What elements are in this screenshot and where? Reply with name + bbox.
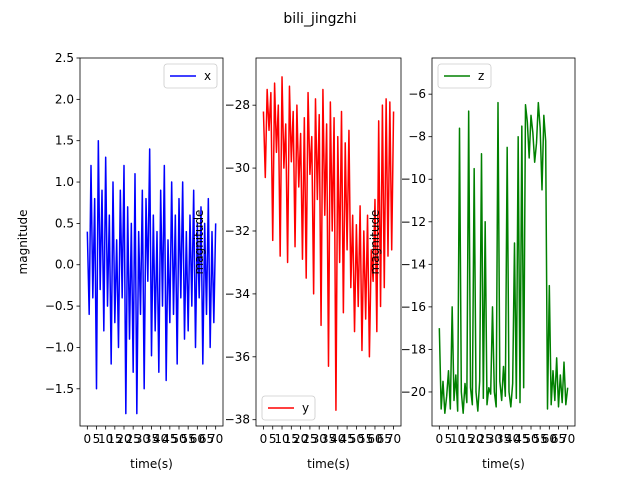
subplot-grid: 0 510152025303540455055606570−1.5−1.0−0.5… [16,51,576,471]
y-tick-label: −32 [225,224,250,238]
x-tick-label: 45 [162,432,177,446]
x-tick-label: 65 [199,432,214,446]
y-axis-label: magnitude [16,210,30,275]
legend-label-z: z [478,69,484,83]
x-tick-label: 55 [181,432,196,446]
legend-label-x: x [204,69,211,83]
x-tick-label: 25 [126,432,141,446]
x-tick-label: 65 [377,432,392,446]
y-tick-label: −6 [408,87,426,101]
x-tick-label: 40 [330,432,345,446]
x-tick-label: 70 [386,432,401,446]
y-tick-label: −28 [225,98,250,112]
x-axis-label: time(s) [482,457,525,471]
y-tick-label: −0.5 [45,299,74,313]
x-tick-label: 65 [551,432,566,446]
x-tick-label: 5 [445,432,453,446]
x-tick-label: 35 [144,432,159,446]
x-axis-label: time(s) [307,457,350,471]
y-tick-label: 2.0 [55,92,74,106]
legend: x [163,63,218,89]
x-tick-label: 25 [302,432,317,446]
x-tick-label: 20 [468,432,483,446]
legend: y [261,395,316,421]
x-tick-label: 50 [349,432,364,446]
x-tick-label: 5 [93,432,101,446]
x-tick-label: 30 [312,432,327,446]
x-tick-label: 15 [107,432,122,446]
x-tick-label: 10 [98,432,113,446]
figure-title: bili_jingzhi [283,11,356,27]
x-tick-label: 70 [208,432,223,446]
y-tick-label: −20 [401,385,426,399]
y-tick-label: −12 [401,215,426,229]
x-tick-label: 60 [190,432,205,446]
x-tick-label: 50 [523,432,538,446]
series-line-y [262,76,395,412]
x-tick-label: 35 [321,432,336,446]
y-tick-label: −30 [225,161,250,175]
y-tick-label: 0.5 [55,216,74,230]
y-axis-label: magnitude [368,210,382,275]
x-tick-label: 30 [487,432,502,446]
x-tick-label: 5 [269,432,277,446]
y-tick-label: −8 [408,130,426,144]
y-tick-label: −36 [225,350,250,364]
legend-label-y: y [302,401,309,415]
x-tick-label: 40 [505,432,520,446]
x-tick-label: 0 [84,432,92,446]
x-tick-label: 25 [478,432,493,446]
legend: z [437,63,492,89]
subplot-2: 0 510152025303540455055606570−38−36−34−32… [192,57,402,471]
x-tick-label: 10 [274,432,289,446]
x-tick-label: 20 [116,432,131,446]
x-tick-label: 35 [496,432,511,446]
subplot-3: 0 510152025303540455055606570−20−18−16−14… [368,57,576,471]
y-tick-label: −10 [401,172,426,186]
y-tick-label: −1.0 [45,340,74,354]
series-line-x [86,139,217,415]
y-tick-label: −1.5 [45,382,74,396]
x-tick-label: 45 [514,432,529,446]
y-tick-label: 2.5 [55,51,74,65]
x-tick-label: 0 [436,432,444,446]
x-tick-label: 15 [284,432,299,446]
x-tick-label: 70 [560,432,575,446]
x-tick-label: 15 [459,432,474,446]
x-axis-label: time(s) [130,457,173,471]
y-axis-label: magnitude [192,210,206,275]
y-tick-label: −16 [401,300,426,314]
x-tick-label: 20 [293,432,308,446]
y-tick-label: −38 [225,413,250,427]
y-tick-label: −18 [401,342,426,356]
x-tick-label: 40 [153,432,168,446]
x-tick-label: 0 [260,432,268,446]
x-tick-label: 50 [171,432,186,446]
x-tick-label: 10 [450,432,465,446]
y-tick-label: 1.5 [55,134,74,148]
x-tick-label: 55 [358,432,373,446]
x-tick-label: 45 [339,432,354,446]
y-tick-label: −34 [225,287,250,301]
x-tick-label: 30 [135,432,150,446]
series-line-z [438,101,569,414]
x-tick-label: 60 [542,432,557,446]
y-tick-label: −14 [401,257,426,271]
x-tick-label: 55 [533,432,548,446]
y-tick-label: 1.0 [55,175,74,189]
y-tick-label: 0.0 [55,258,74,272]
x-tick-label: 60 [367,432,382,446]
